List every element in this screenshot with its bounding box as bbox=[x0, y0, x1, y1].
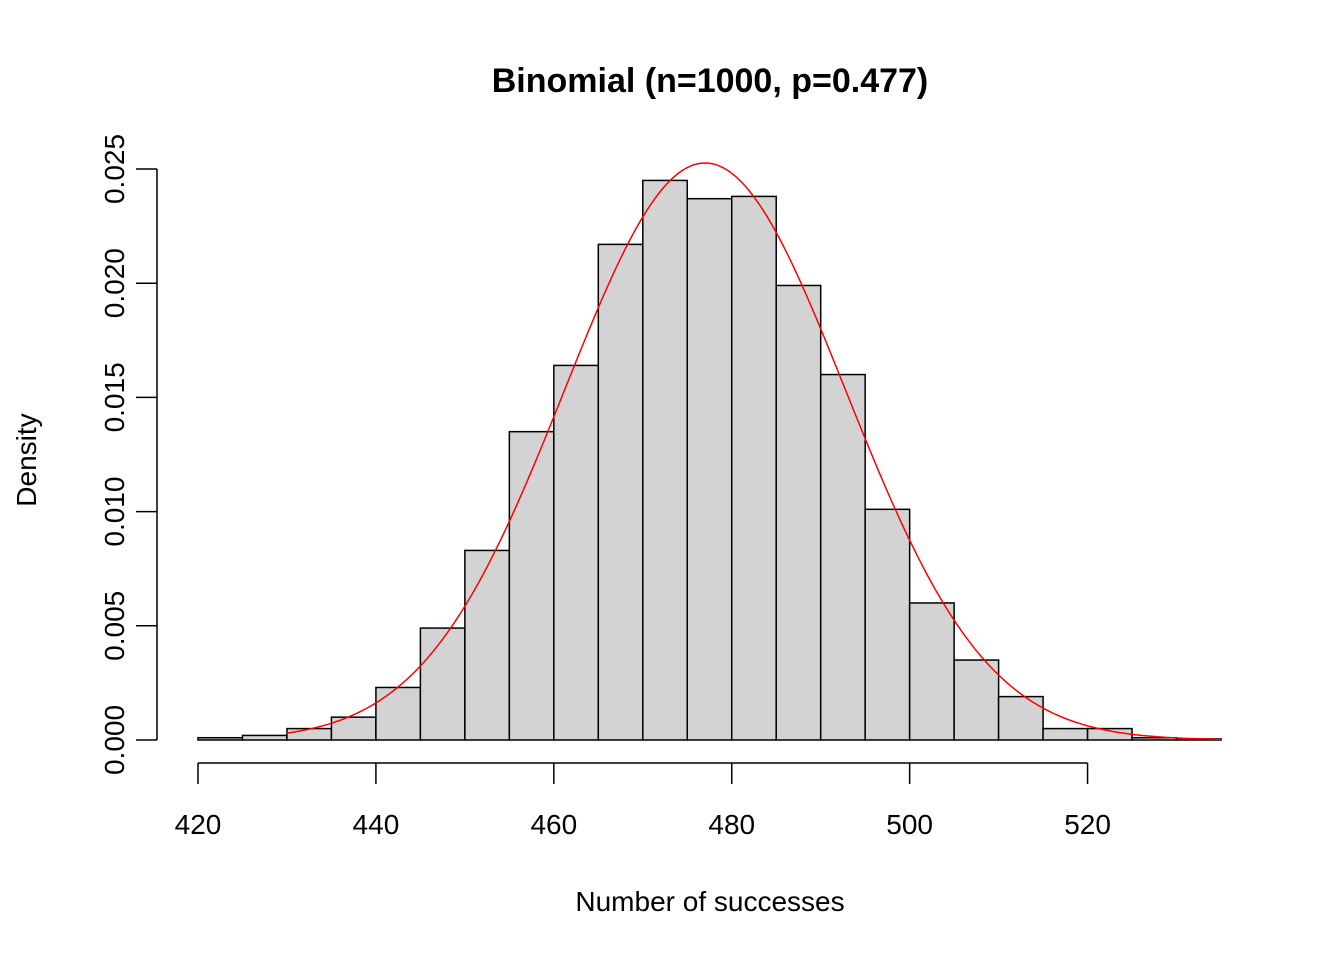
y-tick-label: 0.005 bbox=[99, 591, 130, 661]
density-curve bbox=[286, 162, 1222, 741]
x-tick-label: 440 bbox=[353, 809, 400, 840]
x-axis-label: Number of successes bbox=[575, 886, 844, 917]
histogram-bar bbox=[553, 364, 600, 741]
histogram-bar bbox=[775, 284, 822, 741]
histogram-bar bbox=[419, 627, 466, 741]
y-tick-label: 0.015 bbox=[99, 362, 130, 432]
histogram-bar bbox=[819, 373, 866, 741]
y-tick-label: 0.010 bbox=[99, 477, 130, 547]
histogram-bar bbox=[997, 695, 1044, 741]
histogram-bar bbox=[864, 508, 911, 741]
histogram-bar bbox=[464, 549, 511, 741]
histogram-bar bbox=[953, 659, 1000, 741]
histogram-bars bbox=[197, 179, 1222, 741]
chart-title: Binomial (n=1000, p=0.477) bbox=[492, 62, 929, 100]
y-tick-label: 0.025 bbox=[99, 134, 130, 204]
histogram-bar bbox=[908, 602, 955, 741]
histogram-bar bbox=[1042, 727, 1089, 741]
x-axis: 420 440 460 480 500 520 bbox=[175, 762, 1111, 840]
y-axis: 0.000 0.005 0.010 0.015 0.020 0.025 bbox=[99, 134, 158, 775]
histogram-bar bbox=[241, 734, 288, 741]
x-tick-label: 480 bbox=[708, 809, 755, 840]
y-tick-label: 0.000 bbox=[99, 705, 130, 775]
histogram-bar bbox=[375, 686, 422, 741]
x-tick-label: 420 bbox=[175, 809, 222, 840]
histogram-bar bbox=[730, 195, 777, 741]
y-tick-label: 0.020 bbox=[99, 248, 130, 318]
x-tick-label: 460 bbox=[530, 809, 577, 840]
histogram-bar bbox=[686, 197, 733, 741]
histogram-bar bbox=[286, 727, 333, 741]
y-axis-label: Density bbox=[11, 413, 42, 506]
histogram-bar bbox=[508, 430, 555, 741]
histogram-bar bbox=[597, 243, 644, 741]
x-tick-label: 500 bbox=[886, 809, 933, 840]
x-tick-label: 520 bbox=[1064, 809, 1111, 840]
histogram-bar bbox=[197, 736, 244, 741]
histogram-bar bbox=[642, 179, 689, 741]
